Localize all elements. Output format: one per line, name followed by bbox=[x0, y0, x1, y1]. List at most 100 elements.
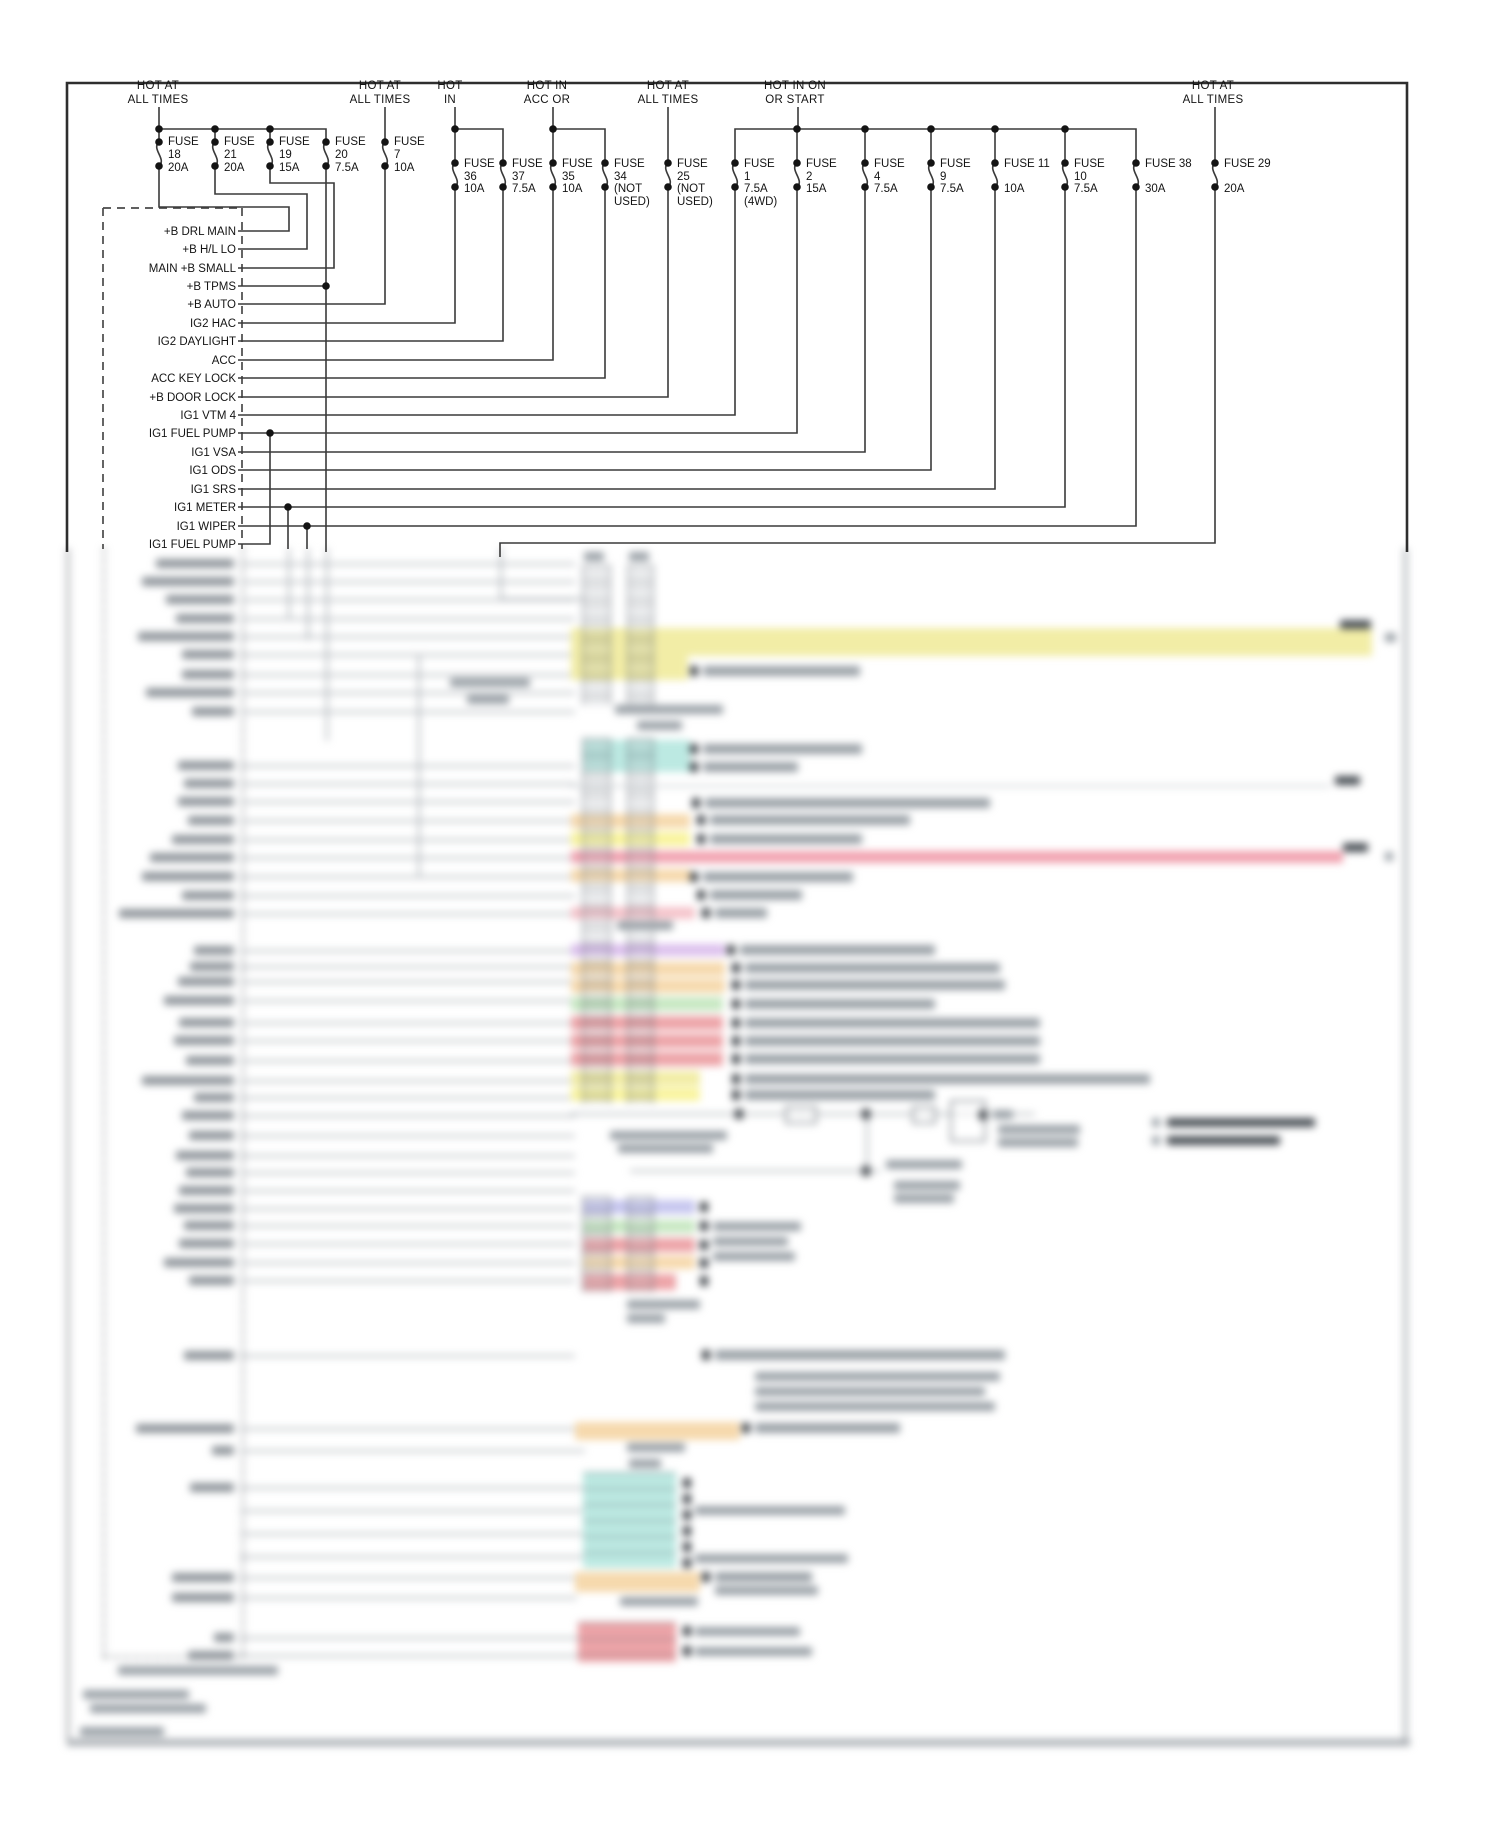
blurred-destination-label bbox=[702, 1572, 812, 1582]
blurred-destination-label bbox=[697, 890, 802, 900]
junction-dot bbox=[284, 503, 292, 511]
circuit-label: IG1 ODS bbox=[189, 465, 236, 477]
blurred-circuit-row bbox=[189, 1131, 575, 1140]
blurred-branch-wire bbox=[866, 1113, 868, 1171]
circuit-label: MAIN +B SMALL bbox=[149, 263, 237, 275]
junction-dot bbox=[211, 125, 219, 133]
fuse-36: FUSE 36 10A bbox=[464, 158, 495, 195]
blurred-component-box bbox=[785, 1106, 817, 1124]
header-line: HOT AT bbox=[1192, 80, 1234, 92]
blurred-circuit-row bbox=[182, 1111, 575, 1120]
fuse-terminal-dot bbox=[1132, 159, 1140, 167]
fuse-terminal-dot bbox=[793, 159, 801, 167]
fuse-terminal-dot bbox=[601, 183, 609, 191]
blurred-junction-dot bbox=[683, 1542, 691, 1552]
fuse-terminal-dot bbox=[991, 159, 999, 167]
fuse-terminal-dot bbox=[322, 162, 330, 170]
fuse-label: FUSE bbox=[512, 158, 543, 170]
fuse-terminal-dot bbox=[1211, 183, 1219, 191]
blurred-circuit-row bbox=[184, 779, 575, 788]
power-header-6: HOT IN ON OR START bbox=[764, 80, 826, 106]
fuse-note: (NOT bbox=[614, 183, 642, 195]
blurred-note bbox=[627, 1300, 700, 1309]
blurred-destination-label bbox=[732, 1018, 1040, 1028]
blurred-junction-dot bbox=[700, 1240, 708, 1250]
fuse-label: FUSE bbox=[1074, 158, 1105, 170]
fuse-terminal-dot bbox=[155, 162, 163, 170]
blurred-junction-dot bbox=[683, 1510, 691, 1520]
blurred-circuit-row bbox=[240, 1556, 585, 1558]
fuse-7: FUSE 7 10A bbox=[394, 136, 425, 174]
blurred-circuit-row bbox=[136, 1424, 575, 1433]
blurred-note bbox=[627, 1314, 665, 1323]
blurred-junction-dot bbox=[700, 1258, 708, 1268]
blurred-destination-label bbox=[732, 1090, 935, 1100]
blurred-circuit-row bbox=[184, 1221, 575, 1230]
fuse-rating: 20A bbox=[224, 162, 245, 174]
blurred-destination-label bbox=[690, 762, 798, 772]
blurred-circuit-row bbox=[184, 1351, 575, 1360]
fuse-number: 20 bbox=[335, 149, 348, 161]
fuse-terminal-dot bbox=[927, 159, 935, 167]
blurred-circuit-row bbox=[178, 977, 575, 986]
blurred-circuit-row bbox=[176, 614, 575, 623]
fuse-terminal-dot bbox=[1061, 183, 1069, 191]
fuse-terminal-dot bbox=[211, 138, 219, 146]
fuse-rating: 7.5A bbox=[1074, 183, 1098, 195]
blurred-branch-wire bbox=[307, 548, 309, 640]
blurred-circuit-row bbox=[186, 1056, 575, 1065]
highlight-band-red bbox=[571, 851, 1343, 863]
fuse-rating: 7.5A bbox=[940, 183, 964, 195]
fuse-number: 10 bbox=[1074, 171, 1087, 183]
blurred-circuit-row bbox=[176, 1151, 575, 1160]
blurred-footer-text bbox=[118, 1666, 278, 1675]
blurred-footnote-mark bbox=[1152, 1136, 1160, 1145]
blurred-circuit-row bbox=[240, 1510, 585, 1512]
highlight-band-tan bbox=[575, 1572, 700, 1592]
fuse-rating: 10A bbox=[464, 183, 485, 195]
power-header-7: HOT AT ALL TIMES bbox=[1183, 80, 1244, 106]
fuse-18: FUSE 18 20A bbox=[168, 136, 199, 174]
fuse-terminal-dot bbox=[451, 183, 459, 191]
blurred-circuit-row bbox=[174, 1036, 575, 1045]
blurred-circuit-row bbox=[189, 1276, 575, 1285]
circuit-label: IG1 VSA bbox=[191, 447, 236, 459]
header-line: HOT AT bbox=[647, 80, 689, 92]
circuit-label: ACC KEY LOCK bbox=[151, 373, 236, 385]
blurred-destination-label bbox=[732, 999, 935, 1009]
fuse-note: (4WD) bbox=[744, 196, 777, 208]
blurred-footnote-mark bbox=[1152, 1118, 1160, 1127]
fuse-note: USED) bbox=[677, 196, 713, 208]
fuse-number: 18 bbox=[168, 149, 181, 161]
circuit-label: IG1 VTM 4 bbox=[180, 410, 236, 422]
blurred-note bbox=[637, 721, 682, 730]
fuse-terminal-dot bbox=[266, 138, 274, 146]
fuse-rating: 7.5A bbox=[874, 183, 898, 195]
blurred-destination-label bbox=[732, 1036, 1040, 1046]
blurred-circuit-row bbox=[142, 1076, 575, 1085]
connector-pin-column bbox=[582, 1196, 611, 1292]
connector-pin-column bbox=[582, 738, 611, 1104]
fuse-number: 25 bbox=[677, 171, 690, 183]
fuse-11: FUSE 11 10A bbox=[1004, 158, 1050, 195]
connector-pin-column bbox=[582, 565, 611, 705]
blurred-note bbox=[713, 1222, 801, 1231]
blurred-circuit-row bbox=[166, 595, 575, 604]
blurred-note bbox=[467, 695, 509, 704]
blurred-destination-label bbox=[702, 1350, 1005, 1360]
blurred-circuit-row bbox=[188, 1651, 580, 1660]
circuit-label: +B H/L LO bbox=[182, 244, 236, 256]
blurred-bus-wire bbox=[630, 1170, 880, 1172]
fuse-rating: 15A bbox=[806, 183, 827, 195]
fuse-label: FUSE bbox=[806, 158, 837, 170]
blurred-circuit-row bbox=[150, 853, 575, 862]
blurred-footnote bbox=[1167, 1118, 1315, 1127]
blurred-note bbox=[695, 1554, 848, 1563]
power-bus-lines bbox=[158, 107, 1216, 163]
page-border bbox=[65, 81, 1409, 552]
blurred-destination-label bbox=[697, 815, 910, 825]
blurred-circuit-row bbox=[178, 761, 575, 770]
fuse-label: FUSE bbox=[940, 158, 971, 170]
